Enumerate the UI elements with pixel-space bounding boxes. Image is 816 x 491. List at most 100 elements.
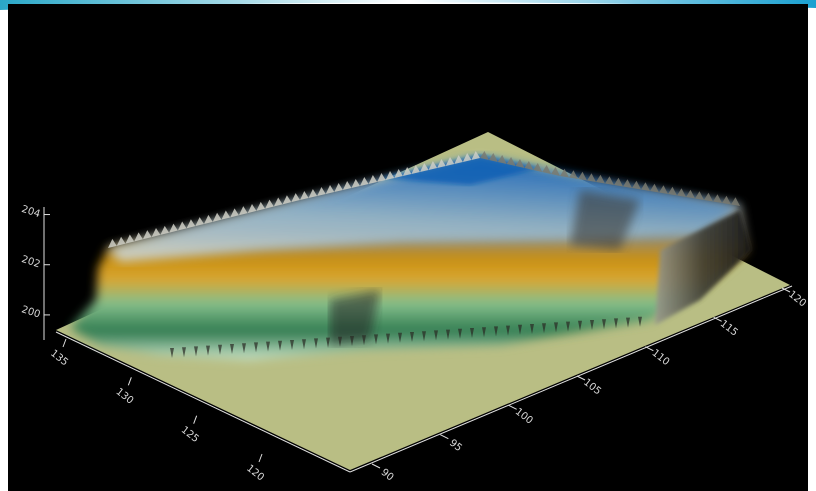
bottom-spike [542, 323, 546, 334]
bottom-spike [434, 330, 438, 341]
edge-spike [411, 165, 420, 174]
bottom-spike [230, 344, 234, 354]
edge-spike [641, 182, 650, 191]
bottom-spike [422, 331, 426, 342]
edge-spike [454, 155, 463, 164]
edge-spike [515, 159, 525, 168]
edge-spike [273, 197, 283, 207]
top-decorative-border [0, 0, 816, 10]
bottom-spike [170, 348, 174, 358]
edge-spike [462, 153, 472, 162]
edge-spike [317, 187, 326, 196]
bottom-spike [554, 322, 558, 333]
right-axis-tick-mark [781, 287, 791, 293]
edge-spike [230, 208, 239, 218]
bottom-spike [194, 346, 198, 357]
edge-spike [480, 151, 489, 160]
surface-edge-spikes [108, 151, 740, 248]
surface-right-face [655, 210, 752, 325]
edge-spike [471, 151, 480, 160]
bottom-spike [338, 336, 342, 347]
bottom-spike [386, 333, 390, 344]
bottom-spike [290, 340, 294, 350]
edge-spike [704, 192, 713, 202]
edge-spike [308, 189, 318, 198]
edge-spike [614, 177, 623, 187]
edge-spike [488, 153, 498, 162]
edge-spike [282, 195, 292, 205]
right-axis-tick-mark [645, 346, 654, 352]
edge-spike [247, 204, 257, 214]
bottom-spike [374, 334, 378, 345]
edge-spike [142, 230, 152, 240]
bottom-spike [242, 343, 246, 354]
edge-spike [186, 219, 196, 229]
bottom-spike [362, 335, 366, 346]
edge-spike [160, 225, 170, 235]
bottom-spike [470, 328, 474, 338]
bottom-spike [518, 324, 522, 335]
bottom-spike [410, 332, 414, 342]
front-axis-tick-mark [258, 453, 263, 463]
bottom-spike [446, 329, 450, 340]
bottom-spike [530, 324, 534, 334]
edge-spike [212, 212, 222, 222]
edge-spike [650, 183, 659, 193]
edge-spike [300, 191, 309, 200]
bottom-spike [458, 328, 462, 339]
right-axis-tick-mark [508, 404, 517, 410]
edge-spike [437, 159, 446, 168]
edge-spike [351, 179, 360, 188]
bottom-spike [326, 337, 330, 348]
front-axis-tick-mark [62, 338, 67, 348]
edge-spike [195, 217, 204, 227]
edge-spike [686, 189, 695, 199]
surface-dark-valley [570, 190, 640, 250]
edge-spike [524, 161, 534, 170]
edge-spike [360, 177, 369, 186]
bottom-spike [590, 320, 594, 330]
bottom-spike [506, 325, 510, 336]
edge-spike [551, 167, 560, 176]
edge-spike [731, 197, 740, 206]
right-axis-tick-mark [440, 434, 449, 440]
edge-spike [668, 186, 677, 196]
bottom-spike [602, 319, 606, 330]
edge-spike [368, 175, 378, 184]
edge-spike [632, 180, 641, 190]
bottom-spike [206, 345, 210, 356]
bottom-spike [278, 340, 282, 351]
right-axis-tick-mark [576, 375, 586, 381]
bottom-spike [638, 316, 642, 327]
bottom-spike [254, 342, 258, 353]
edge-spike [256, 201, 266, 211]
surface-mesh [70, 151, 752, 360]
bottom-spike [626, 317, 630, 328]
edge-spike [151, 228, 161, 238]
right-axis-tick-mark [713, 316, 722, 322]
edge-spike [428, 161, 438, 170]
bottom-spike [578, 320, 582, 331]
edge-spike [238, 206, 248, 216]
edge-spike [221, 210, 231, 220]
edge-spike [587, 173, 596, 182]
edge-spike [265, 199, 274, 209]
edge-spike [394, 169, 403, 178]
right-axis-tick-mark [371, 463, 381, 469]
edge-spike [659, 185, 668, 194]
edge-spike [402, 167, 412, 176]
edge-spike [542, 165, 552, 174]
edge-spike [623, 179, 632, 188]
bottom-spike [614, 318, 618, 329]
bottom-spike [350, 336, 354, 346]
right-axis-line [349, 285, 793, 473]
edge-spike [695, 191, 704, 200]
edge-spike [325, 185, 335, 194]
edge-spike [596, 174, 605, 184]
front-axis-tick-mark [127, 377, 132, 386]
front-axis-tick-mark [193, 415, 198, 424]
edge-spike [420, 163, 429, 172]
bottom-spike [302, 339, 306, 350]
